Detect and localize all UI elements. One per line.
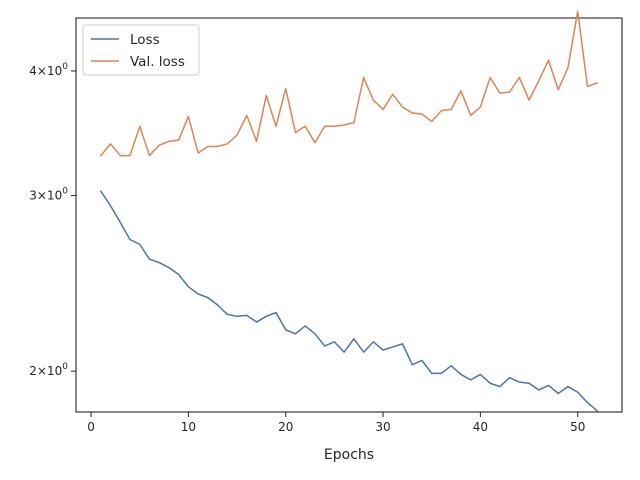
x-tick-label: 30: [375, 420, 390, 434]
legend-label: Val. loss: [130, 54, 185, 70]
x-tick-label: 50: [570, 420, 585, 434]
y-tick-label: 3×100: [29, 187, 68, 203]
y-tick-label: 4×100: [29, 62, 68, 78]
series-line-val-loss: [99, 10, 599, 157]
y-tick-exponent: 0: [62, 62, 68, 72]
legend-label: Loss: [130, 32, 160, 48]
y-tick-power-base: 10: [47, 189, 62, 203]
x-axis: 0 10 20 30 40 50: [87, 412, 585, 434]
y-tick-multiply: ×: [37, 64, 47, 78]
y-tick-label: 2×100: [29, 362, 68, 378]
x-tick-label: 10: [181, 420, 196, 434]
y-tick-base: 3: [29, 189, 37, 203]
series-layer: [99, 10, 599, 412]
x-tick-label: 20: [278, 420, 293, 434]
legend: Loss Val. loss: [82, 24, 200, 76]
y-tick-power-base: 10: [47, 64, 62, 78]
y-tick-exponent: 0: [62, 362, 68, 372]
legend-box: [82, 24, 200, 76]
y-tick-multiply: ×: [37, 189, 47, 203]
y-tick-exponent: 0: [62, 187, 68, 197]
x-tick-label: 0: [87, 420, 95, 434]
y-tick-multiply: ×: [37, 364, 47, 378]
x-tick-label: 40: [473, 420, 488, 434]
x-axis-label: Epochs: [324, 447, 374, 463]
y-tick-power-base: 10: [47, 364, 62, 378]
series-line-loss: [99, 190, 599, 412]
y-tick-base: 4: [29, 64, 37, 78]
y-tick-base: 2: [29, 364, 37, 378]
